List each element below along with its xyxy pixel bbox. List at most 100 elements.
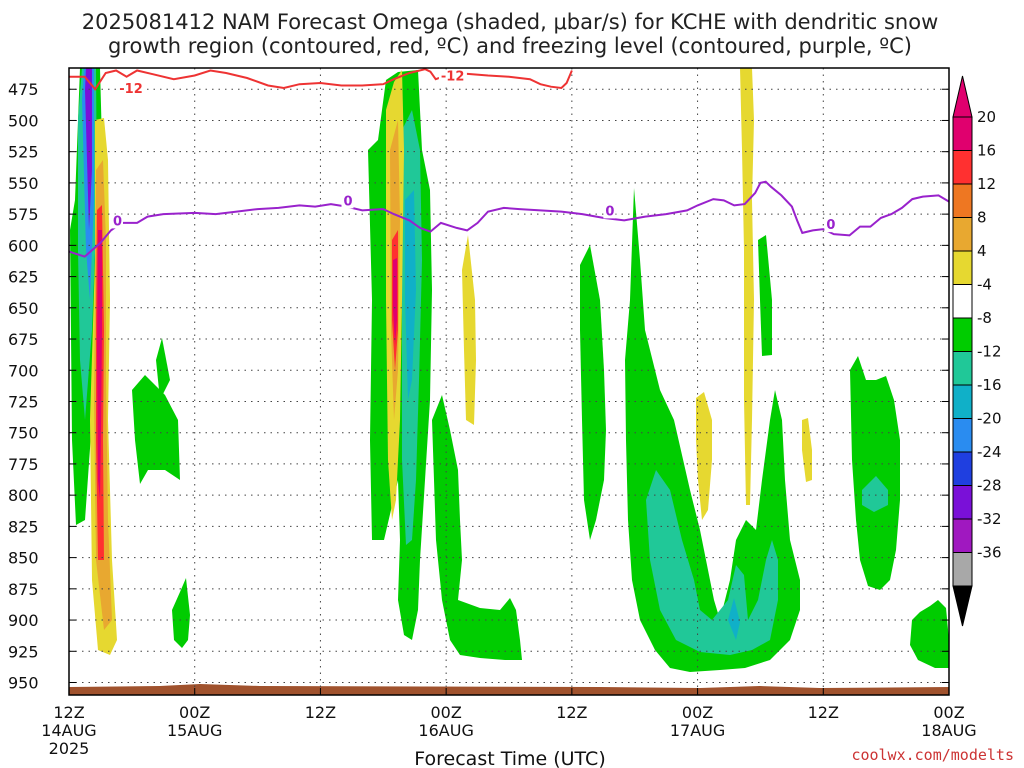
x-tick-label-date: 14AUG	[41, 721, 96, 740]
freezing-contour-label: 0	[826, 218, 835, 233]
omega-region-yellow-5	[696, 392, 712, 520]
colorbar-swatch	[952, 183, 973, 218]
colorbar: 20 16 12 8 4 -4 -8 -12 -16 -20 -24 -28 -32 -36	[952, 75, 1002, 627]
y-tick-label: 475	[8, 80, 39, 99]
y-tick-label: 600	[8, 236, 39, 255]
freezing-contour-label-bg	[603, 204, 616, 219]
freezing-contour-label: 0	[113, 214, 122, 229]
colorbar-swatch	[952, 485, 973, 520]
y-tick-label: 875	[8, 580, 39, 599]
terrain-band	[69, 684, 949, 695]
y-tick-label: 700	[8, 361, 39, 380]
contour-labels: -12 -12 0 0 0 0	[111, 69, 837, 233]
colorbar-label: -28	[977, 477, 1002, 495]
y-tick-label: 650	[8, 299, 39, 318]
colorbar-swatch	[952, 116, 973, 151]
omega-region-green-11	[910, 600, 949, 668]
x-tick-label-year: 2025	[49, 739, 90, 758]
y-tick-label: 900	[8, 611, 39, 630]
freezing-contour-label: 0	[605, 204, 614, 219]
chart-title-line-2: growth region (contoured, red, ºC) and f…	[108, 34, 912, 58]
colorbar-label: -16	[977, 376, 1002, 394]
omega-region-cyan-2	[405, 190, 416, 400]
x-tick-label-date: 15AUG	[167, 721, 222, 740]
x-tick-label-date: 18AUG	[921, 721, 976, 740]
y-tick-label: 525	[8, 143, 39, 162]
omega-region-green-6	[432, 395, 522, 660]
y-tick-label: 950	[8, 674, 39, 693]
y-tick-label: 925	[8, 642, 39, 661]
y-tick-label: 575	[8, 205, 39, 224]
colorbar-label: -32	[977, 510, 1002, 528]
y-tick-label: 625	[8, 268, 39, 287]
x-tick-label-time: 00Z	[933, 703, 964, 722]
credit-text: coolwx.com/modelts	[851, 746, 1014, 764]
colorbar-label: 16	[977, 142, 996, 160]
x-axis-label: Forecast Time (UTC)	[414, 748, 605, 768]
x-tick-label-time: 12Z	[305, 703, 336, 722]
colorbar-label: 20	[977, 108, 996, 126]
y-tick-label: 800	[8, 486, 39, 505]
x-tick-label-time: 00Z	[682, 703, 713, 722]
omega-region-green-2	[132, 375, 180, 484]
y-tick-label: 775	[8, 455, 39, 474]
freezing-contour-label-bg	[341, 194, 354, 209]
colorbar-swatch	[952, 451, 973, 486]
colorbar-swatch	[952, 418, 973, 453]
colorbar-swatch	[952, 217, 973, 252]
omega-region-purple-1	[85, 68, 92, 230]
chart-title-line-1: 2025081412 NAM Forecast Omega (shaded, μ…	[82, 10, 939, 34]
omega-region-green-3	[156, 338, 170, 400]
colorbar-label: 12	[977, 175, 996, 193]
freezing-contour-label: 0	[343, 194, 352, 209]
colorbar-swatch	[952, 351, 973, 386]
colorbar-label: -8	[977, 309, 992, 327]
plot-background	[69, 68, 949, 695]
colorbar-swatch	[952, 317, 973, 352]
y-tick-label: 550	[8, 174, 39, 193]
colorbar-label: -36	[977, 544, 1002, 562]
dgz-contour-label: -12	[119, 82, 142, 97]
omega-region-yellow-4	[740, 68, 754, 505]
omega-region-teal-10	[862, 476, 888, 512]
colorbar-swatch	[952, 552, 973, 587]
y-tick-label: 750	[8, 424, 39, 443]
y-tick-label: 500	[8, 111, 39, 130]
colorbar-label: -24	[977, 443, 1002, 461]
omega-region-cyan-8	[728, 598, 740, 640]
colorbar-top-arrow	[952, 75, 973, 118]
colorbar-bottom-arrow	[952, 585, 973, 627]
freezing-contour-label-bg	[111, 214, 123, 229]
x-tick-label-date: 17AUG	[670, 721, 725, 740]
colorbar-label: -4	[977, 276, 992, 294]
colorbar-swatch	[952, 250, 973, 285]
omega-region-teal-8	[646, 470, 778, 655]
y-tick-label: 825	[8, 517, 39, 536]
y-tick-label: 675	[8, 330, 39, 349]
dgz-contour-label-bg	[117, 81, 146, 96]
omega-region-green-4	[172, 578, 190, 648]
colorbar-label: 8	[977, 209, 987, 227]
y-tick-label: 850	[8, 549, 39, 568]
plot-frame	[68, 67, 950, 696]
colorbar-label: -12	[977, 343, 1002, 361]
x-tick-label-time: 00Z	[179, 703, 210, 722]
dgz-contour-label-bg	[438, 69, 467, 84]
plot-area: -12 -12 0 0 0 0	[68, 67, 950, 696]
y-axis-ticks: 475 500 525 550 575 600 625 650 675 700 725 750 775 8…	[8, 80, 949, 693]
x-tick-label-time: 12Z	[53, 703, 84, 722]
x-tick-label-time: 12Z	[808, 703, 839, 722]
x-tick-label-time: 00Z	[430, 703, 461, 722]
dgz-contour-line	[69, 68, 573, 91]
dgz-contour-label: -12	[441, 69, 465, 84]
colorbar-label: -20	[977, 410, 1002, 428]
omega-region-yellow-3	[462, 235, 476, 425]
colorbar-swatch	[952, 384, 973, 419]
x-tick-label-time: 12Z	[556, 703, 587, 722]
colorbar-swatch	[952, 518, 973, 553]
omega-region-green-9	[758, 235, 772, 356]
y-tick-label: 725	[8, 392, 39, 411]
colorbar-label: 4	[977, 242, 987, 260]
omega-region-magenta-2	[393, 258, 397, 345]
